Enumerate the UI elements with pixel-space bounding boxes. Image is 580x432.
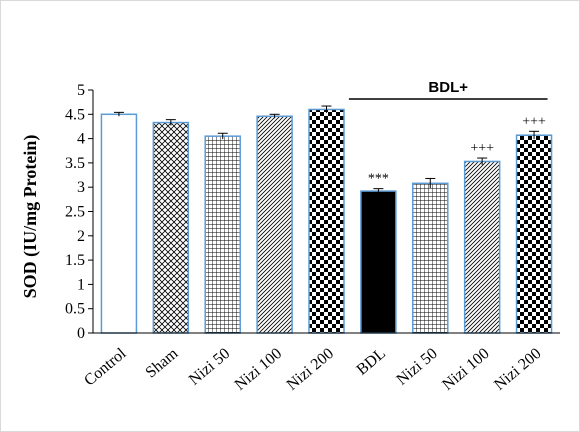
y-tick-label: 3.5: [65, 155, 85, 172]
y-axis-title: SOD (IU/mg Protein): [20, 135, 41, 299]
y-tick-label: 4.5: [65, 106, 85, 123]
y-axis-ticks: 0 0.5 1 1.5 2 2.5 3 3.5 4 4.5 5: [65, 82, 93, 342]
y-tick-label: 2: [77, 228, 85, 245]
y-tick-label: 0: [77, 325, 85, 342]
x-category-label: Nizi 50: [186, 345, 233, 389]
y-tick-label: 4: [77, 131, 85, 148]
bar: [204, 135, 241, 334]
x-category-label: Nizi 200: [284, 345, 337, 394]
significance-marker: +++: [522, 114, 546, 129]
bar: [463, 160, 501, 334]
y-tick-label: 2.5: [65, 204, 85, 221]
bar: [152, 121, 190, 334]
bar: [308, 108, 345, 334]
bar: [515, 134, 553, 334]
significance-markers: *** +++ +++: [368, 114, 546, 186]
group-label: BDL+: [428, 79, 468, 96]
bars-layer: [100, 108, 553, 334]
x-category-label: Nizi 200: [491, 345, 544, 394]
y-tick-label: 1: [77, 276, 85, 293]
y-tick-label: 5: [77, 82, 85, 99]
x-category-label: Nizi 100: [439, 345, 492, 394]
bar: [256, 115, 293, 334]
x-category-label: Nizi 50: [393, 345, 440, 389]
y-tick-label: 1.5: [65, 252, 85, 269]
x-category-label: Nizi 100: [232, 345, 285, 394]
bar: [412, 182, 449, 334]
x-category-label: Sham: [143, 345, 182, 382]
group-annotation: BDL+: [348, 79, 548, 100]
x-category-label: Control: [81, 345, 130, 390]
error-bars-layer: [113, 105, 540, 194]
x-category-label: BDL: [354, 345, 389, 379]
y-tick-label: 3: [77, 179, 85, 196]
y-tick-label: 0.5: [65, 301, 85, 318]
bar: [360, 190, 397, 334]
significance-marker: +++: [470, 141, 494, 156]
significance-marker: ***: [368, 172, 389, 187]
bar: [100, 113, 138, 334]
